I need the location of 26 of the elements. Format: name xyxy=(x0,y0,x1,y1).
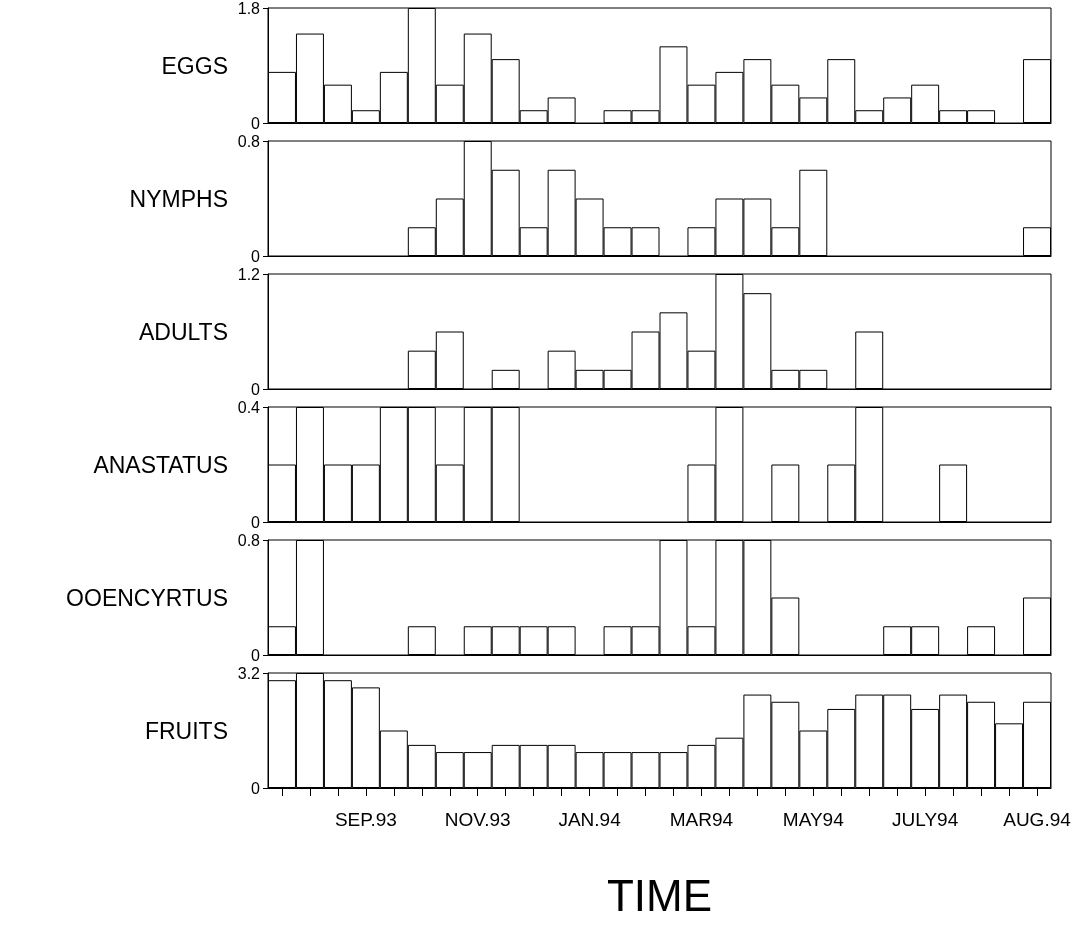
y-tick-label: 0.4 xyxy=(237,398,261,416)
y-tick-label: 3.2 xyxy=(237,664,261,682)
y-tick-label: 0.8 xyxy=(237,132,261,150)
x-tick-label: MAY94 xyxy=(782,809,845,830)
y-tick-label: 1.2 xyxy=(237,265,261,283)
y-axis-title: EGGS xyxy=(161,52,228,79)
x-tick-label: SEP.93 xyxy=(334,809,397,830)
y-axis-title: NYMPHS xyxy=(129,185,228,212)
x-tick-label: AUG.94 xyxy=(1003,809,1072,830)
y-axis-title: OOENCYRTUS xyxy=(66,584,228,611)
x-tick-label: JAN.94 xyxy=(558,809,622,830)
y-tick-label: 0 xyxy=(251,114,261,132)
y-tick-label: 0.8 xyxy=(237,531,261,549)
x-tick-label: NOV.93 xyxy=(444,809,511,830)
y-tick-label: 0 xyxy=(251,646,261,664)
y-axis-title: ADULTS xyxy=(138,318,228,345)
y-axis-title: ANASTATUS xyxy=(93,451,228,478)
x-tick-label: MAR94 xyxy=(669,809,734,830)
y-tick-label: 0 xyxy=(251,513,261,531)
y-tick-label: 0 xyxy=(251,380,261,398)
y-axis-title: FRUITS xyxy=(144,717,228,744)
x-axis-title: TIME xyxy=(606,870,713,920)
x-tick-label: JULY94 xyxy=(892,809,959,830)
y-tick-label: 1.8 xyxy=(237,0,261,17)
y-tick-label: 0 xyxy=(251,247,261,265)
y-tick-label: 0 xyxy=(251,779,261,797)
